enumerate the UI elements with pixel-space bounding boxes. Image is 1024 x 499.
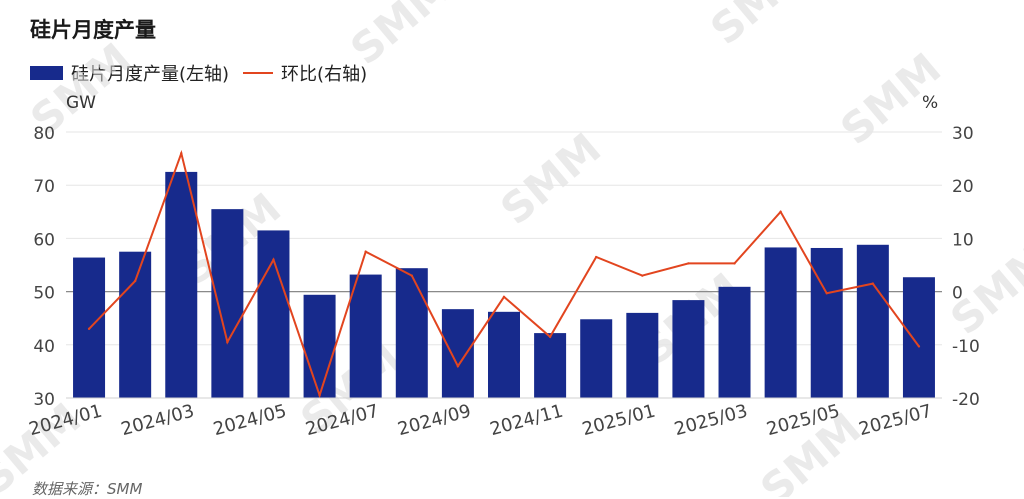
bar xyxy=(395,268,428,398)
legend-line-label: 环比(右轴) xyxy=(281,64,368,85)
mom-point xyxy=(180,152,183,155)
mom-point xyxy=(871,282,875,285)
y-right-tick-label: 10 xyxy=(952,230,974,250)
bar xyxy=(303,294,336,398)
y-right-tick-label: 0 xyxy=(952,284,963,304)
x-tick-label: 2024/05 xyxy=(211,401,289,441)
chart-legend: 硅片月度产量(左轴) 环比(右轴) xyxy=(30,60,381,86)
mom-point xyxy=(364,250,367,253)
mom-point xyxy=(456,364,460,368)
y-left-tick-label: 50 xyxy=(33,284,55,304)
mom-point xyxy=(687,262,690,265)
mom-point xyxy=(548,335,552,339)
legend-bar-label: 硅片月度产量(左轴) xyxy=(71,64,230,85)
bar xyxy=(856,244,889,398)
watermark-text: SMM xyxy=(701,0,820,54)
y-left-tick-label: 80 xyxy=(33,124,55,144)
watermark-text: SMM xyxy=(341,0,460,74)
mom-point xyxy=(502,295,506,299)
chart-title: 硅片月度产量 xyxy=(30,18,156,42)
mom-point xyxy=(825,291,828,295)
bar xyxy=(257,230,290,398)
y-right-tick-label: -20 xyxy=(952,390,980,410)
mom-point xyxy=(779,210,782,213)
bar xyxy=(626,312,659,398)
x-tick-label: 2025/03 xyxy=(672,401,750,441)
mom-point xyxy=(87,327,91,331)
bar xyxy=(580,319,613,398)
mom-point xyxy=(595,255,598,259)
x-tick-label: 2024/09 xyxy=(396,401,474,441)
bar xyxy=(718,286,751,398)
bar xyxy=(119,251,152,398)
legend-line-swatch xyxy=(243,72,274,74)
y-right-tick-label: 20 xyxy=(952,177,974,197)
y-right-tick-label: 30 xyxy=(952,124,974,144)
x-tick-label: 2024/03 xyxy=(119,401,197,441)
y-right-tick-label: -10 xyxy=(952,337,980,357)
bar xyxy=(672,300,705,398)
bar xyxy=(488,311,520,398)
bar xyxy=(902,277,935,398)
mom-point xyxy=(410,274,413,277)
x-tick-label: 2025/01 xyxy=(580,401,658,441)
x-tick-label: 2025/07 xyxy=(857,401,935,441)
watermark-text: SMM xyxy=(491,124,610,235)
mom-point xyxy=(272,258,275,261)
bar xyxy=(764,247,797,398)
bar xyxy=(165,171,198,398)
bar xyxy=(534,333,567,398)
y-left-tick-label: 40 xyxy=(33,337,55,357)
y-left-unit: GW xyxy=(66,93,96,113)
bar xyxy=(441,309,474,398)
y-left-tick-label: 70 xyxy=(33,177,55,197)
mom-point xyxy=(917,345,921,348)
mom-point xyxy=(641,274,644,277)
legend-item-line[interactable]: 环比(右轴) xyxy=(243,60,367,86)
bar xyxy=(349,274,382,398)
legend-bar-swatch xyxy=(30,66,63,80)
legend-item-bar[interactable]: 硅片月度产量(左轴) xyxy=(30,60,229,86)
y-right-unit: % xyxy=(922,93,938,113)
mom-point xyxy=(133,279,137,283)
y-left-tick-label: 60 xyxy=(33,230,55,250)
bar xyxy=(211,209,244,398)
mom-point xyxy=(318,394,321,397)
y-left-tick-label: 30 xyxy=(33,390,55,410)
source-note: 数据来源：SMM xyxy=(32,480,143,498)
mom-point xyxy=(226,340,229,344)
bar xyxy=(810,247,843,398)
mom-point xyxy=(733,262,736,265)
x-tick-label: 2024/11 xyxy=(488,401,566,441)
